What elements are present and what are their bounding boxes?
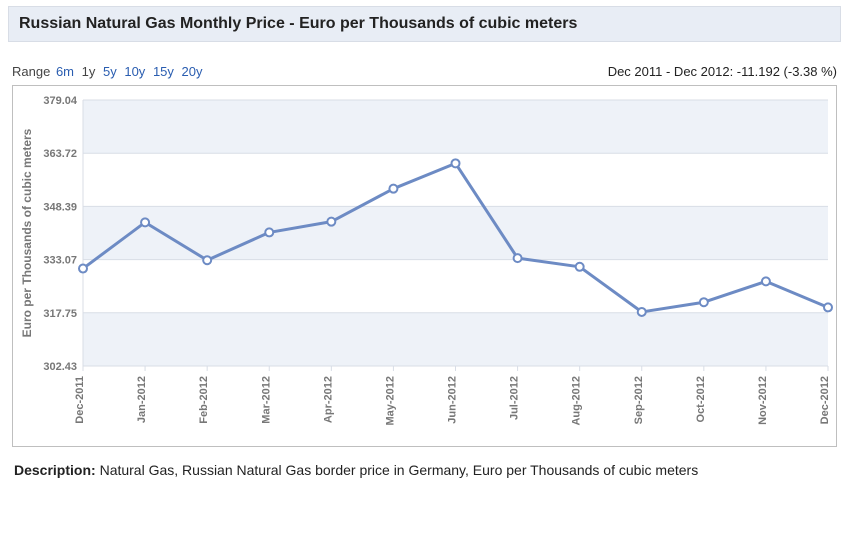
x-tick-label: Jun-2012 [447, 376, 459, 424]
data-point[interactable] [452, 159, 460, 167]
y-tick-label: 302.43 [43, 361, 77, 373]
data-point[interactable] [141, 218, 149, 226]
data-point[interactable] [203, 256, 211, 264]
range-6m[interactable]: 6m [56, 64, 74, 79]
range-toolbar: Range 6m 1y 5y 10y 15y 20y Dec 2011 - De… [12, 64, 837, 79]
page-title: Russian Natural Gas Monthly Price - Euro… [8, 6, 841, 42]
y-tick-label: 379.04 [43, 95, 78, 107]
description-label: Description: [14, 462, 96, 478]
x-tick-label: Sep-2012 [633, 376, 645, 424]
chart-svg: 302.43 317.75 333.07 348.39 363.72 379.04 Dec-… [13, 86, 840, 446]
data-point[interactable] [576, 263, 584, 271]
description: Description: Natural Gas, Russian Natura… [14, 461, 835, 480]
range-5y[interactable]: 5y [103, 64, 117, 79]
data-point[interactable] [824, 303, 832, 311]
price-chart: 302.43 317.75 333.07 348.39 363.72 379.04 Dec-… [12, 85, 837, 447]
x-tick-label: Dec-2012 [819, 376, 831, 424]
data-point[interactable] [762, 277, 770, 285]
range-20y[interactable]: 20y [182, 64, 203, 79]
range-15y[interactable]: 15y [153, 64, 174, 79]
description-text: Natural Gas, Russian Natural Gas border … [96, 462, 699, 478]
x-tick-label: Dec-2011 [74, 376, 86, 424]
x-tick-label: Aug-2012 [571, 376, 583, 426]
data-point[interactable] [638, 308, 646, 316]
y-tick-label: 363.72 [43, 148, 77, 160]
data-point[interactable] [265, 228, 273, 236]
range-label: Range [12, 64, 50, 79]
grid-band [83, 313, 828, 366]
x-tick-label: Mar-2012 [260, 376, 272, 424]
grid-band [83, 100, 828, 153]
data-point[interactable] [700, 298, 708, 306]
y-axis-title: Euro per Thousands of cubic meters [20, 128, 34, 337]
data-point[interactable] [327, 218, 335, 226]
delta-summary: Dec 2011 - Dec 2012: -11.192 (-3.38 %) [608, 64, 837, 79]
y-tick-label: 333.07 [43, 255, 77, 267]
y-tick-label: 348.39 [43, 201, 77, 213]
data-point[interactable] [514, 254, 522, 262]
x-tick-label: Oct-2012 [695, 376, 707, 422]
data-point[interactable] [79, 265, 87, 273]
range-1y[interactable]: 1y [82, 64, 96, 79]
range-controls: Range 6m 1y 5y 10y 15y 20y [12, 64, 205, 79]
x-tick-label: Apr-2012 [322, 376, 334, 423]
x-tick-label: Jul-2012 [509, 376, 521, 420]
x-tick-label: Nov-2012 [757, 376, 769, 425]
range-10y[interactable]: 10y [124, 64, 145, 79]
x-tick-label: May-2012 [384, 376, 396, 426]
x-tick-label: Feb-2012 [198, 376, 210, 424]
x-tick-label: Jan-2012 [136, 376, 148, 423]
y-tick-label: 317.75 [43, 308, 77, 320]
data-point[interactable] [389, 185, 397, 193]
